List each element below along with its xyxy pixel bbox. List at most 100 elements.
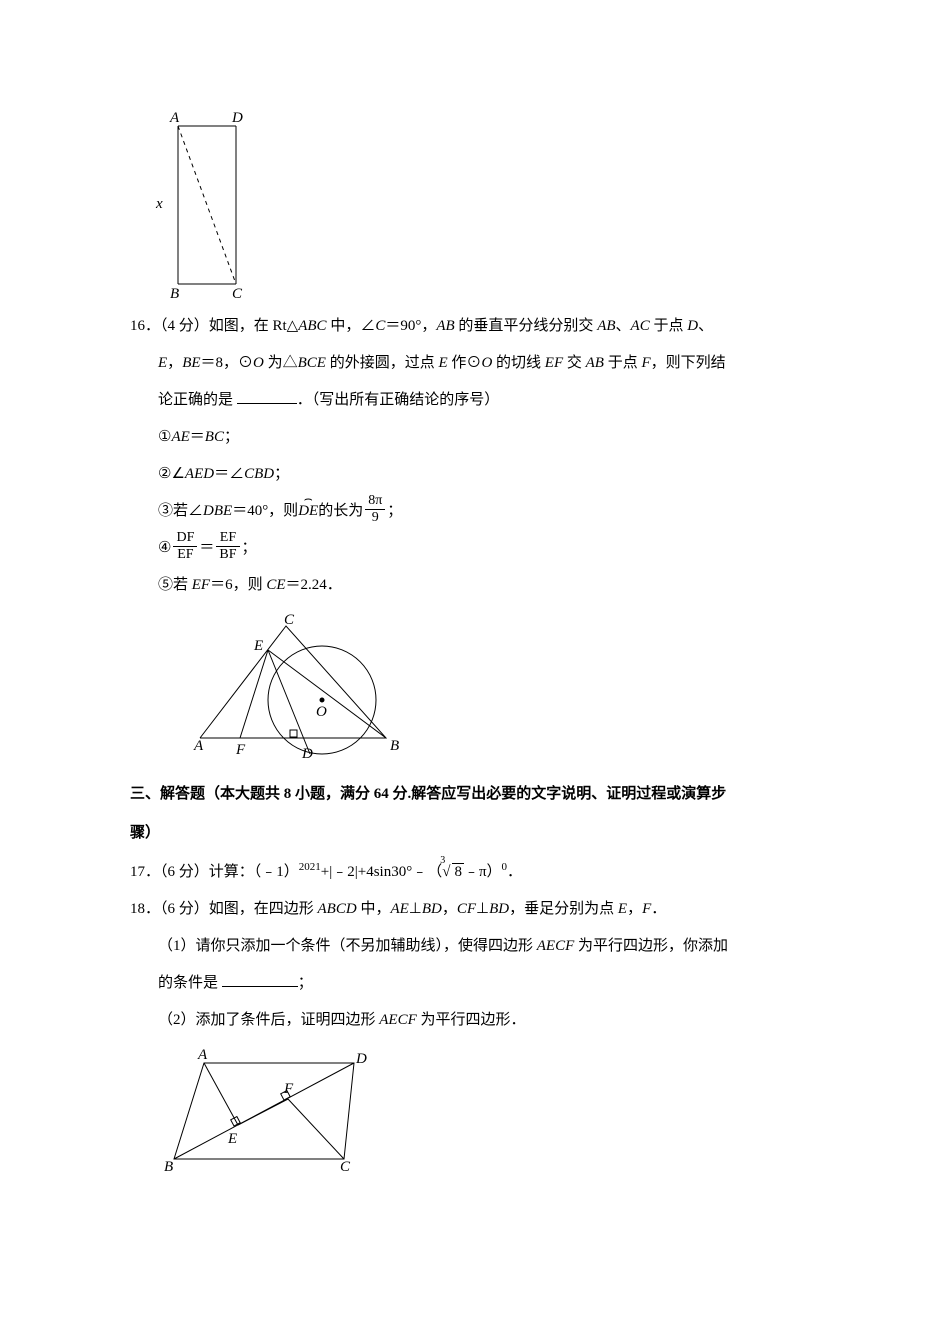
figure-q16: A B C D E F O <box>190 610 406 764</box>
t: 的外接圆，过点 <box>326 355 439 371</box>
arc-DE: DE <box>298 503 318 519</box>
t: BD <box>422 901 442 917</box>
t: ； <box>387 503 402 519</box>
t: 、 <box>616 318 631 334</box>
label-D: D <box>355 1051 367 1067</box>
t: E <box>618 901 627 917</box>
t: BC <box>205 429 224 445</box>
t: ； <box>224 429 239 445</box>
t: ， <box>167 355 182 371</box>
label-E: E <box>253 638 263 654</box>
section3-title-l1: 三、解答题（本大题共 8 小题，满分 64 分.解答应写出必要的文字说明、证明过… <box>130 778 820 811</box>
t: ③若∠ <box>158 503 203 519</box>
t: EF <box>173 547 197 562</box>
t: ，垂足分别为点 <box>509 901 618 917</box>
t: ． <box>651 901 666 917</box>
t: 为△ <box>264 355 298 371</box>
t: AECF <box>537 938 575 954</box>
t: O <box>253 355 264 371</box>
t: （2）添加了条件后，证明四边形 <box>158 1012 379 1028</box>
q16-opt2: ②∠AED＝∠CBD； <box>130 458 820 491</box>
t: 的切线 <box>492 355 545 371</box>
t: ， <box>627 901 642 917</box>
t: ．（写出所有正确结论的序号） <box>297 392 500 408</box>
label-O: O <box>316 704 327 720</box>
label-E: E <box>227 1131 237 1147</box>
t: O <box>481 355 492 371</box>
q16-opt3: ③若∠DBE＝40°，则DE的长为8π9； <box>130 495 820 528</box>
t: 9 <box>365 510 385 525</box>
q16-opt5: ⑤若 EF＝6，则 CE＝2.24． <box>130 569 820 602</box>
t: ＝40°，则 <box>232 503 298 519</box>
q18-l2: （1）请你只添加一个条件（不另加辅助线），使得四边形 AECF 为平行四边形，你… <box>130 930 820 963</box>
label-x: x <box>155 196 163 212</box>
t: （1）请你只添加一个条件（不另加辅助线），使得四边形 <box>158 938 537 954</box>
t: 论正确的是 <box>158 392 237 408</box>
frac-EFBF: EFBF <box>216 531 239 562</box>
t: BE <box>182 355 200 371</box>
label-F: F <box>283 1081 294 1097</box>
q16-opt4: ④DFEF＝EFBF； <box>130 532 820 565</box>
t: AB <box>586 355 604 371</box>
t: F <box>642 901 651 917</box>
t: AB <box>436 318 454 334</box>
t: 为平行四边形． <box>417 1012 526 1028</box>
t: BF <box>216 547 239 562</box>
figure-q15: A D B C x <box>140 108 250 302</box>
t: 的垂直平分线分别交 <box>455 318 598 334</box>
t: ④ <box>158 540 171 556</box>
t: AB <box>597 318 615 334</box>
figure-q18: A B C D E F <box>158 1045 394 1173</box>
t: ＝ <box>190 429 205 445</box>
t: ＝6，则 <box>210 577 266 593</box>
t: 16．（4 分）如图，在 Rt△ <box>130 318 298 334</box>
blank-q16 <box>237 390 297 405</box>
t: ， <box>442 901 457 917</box>
t: 为平行四边形，你添加 <box>574 938 728 954</box>
t: AE <box>171 429 189 445</box>
t: 8π <box>365 494 385 510</box>
q16-line1: 16．（4 分）如图，在 Rt△ABC 中，∠C＝90°，AB 的垂直平分线分别… <box>130 310 820 343</box>
t: ＝∠ <box>214 466 244 482</box>
t: 作⊙ <box>448 355 482 371</box>
t: ﹣π） <box>464 864 502 880</box>
cuberoot-8: 3√8 <box>442 856 464 889</box>
label-A: A <box>169 110 180 126</box>
t: ； <box>298 975 313 991</box>
t: 于点 <box>650 318 688 334</box>
q16-opt1: ①AE＝BC； <box>130 421 820 454</box>
t: 交 <box>563 355 586 371</box>
label-B: B <box>164 1159 173 1173</box>
t: 于点 <box>604 355 642 371</box>
t: 中，∠ <box>327 318 376 334</box>
t: ； <box>242 540 257 556</box>
t: EF <box>545 355 563 371</box>
section3-title-l2: 骤） <box>130 817 820 850</box>
t: 8 <box>452 863 464 880</box>
q16-line2: E，BE＝8，⊙O 为△BCE 的外接圆，过点 E 作⊙O 的切线 EF 交 A… <box>130 347 820 380</box>
label-B: B <box>390 738 399 754</box>
t: CE <box>266 577 285 593</box>
t: ＝ <box>199 540 214 556</box>
t: ； <box>274 466 289 482</box>
q17: 17．（6 分）计算：（﹣1）2021+|﹣2|+4sin30°﹣（3√8﹣π）… <box>130 856 820 889</box>
label-A: A <box>193 738 204 754</box>
t: ⊥ <box>409 901 422 917</box>
label-D: D <box>301 746 313 762</box>
blank-q18 <box>222 973 298 988</box>
t: 的条件是 <box>158 975 222 991</box>
t: AECF <box>379 1012 417 1028</box>
t: ＝8，⊙ <box>201 355 254 371</box>
label-F: F <box>235 742 246 758</box>
t: 的长为 <box>318 503 363 519</box>
t: +|﹣2|+4sin30°﹣（ <box>321 864 442 880</box>
label-C: C <box>340 1159 351 1173</box>
q18-l4: （2）添加了条件后，证明四边形 AECF 为平行四边形． <box>130 1004 820 1037</box>
t: DF <box>173 531 197 547</box>
t: ＝2.24． <box>286 577 342 593</box>
label-A: A <box>197 1047 208 1063</box>
t: AED <box>185 466 214 482</box>
t: 17．（6 分）计算：（﹣1） <box>130 864 299 880</box>
t: EF <box>216 531 239 547</box>
label-C: C <box>232 286 243 302</box>
